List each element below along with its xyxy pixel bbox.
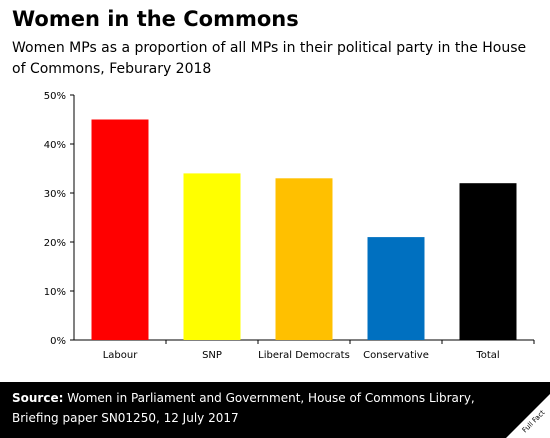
- source-text: Women in Parliament and Government, Hous…: [12, 391, 475, 425]
- chart-subtitle: Women MPs as a proportion of all MPs in …: [12, 40, 527, 77]
- x-tick-label: SNP: [202, 350, 222, 361]
- x-tick-label: Conservative: [363, 350, 429, 361]
- source-note: Source: Women in Parliament and Governme…: [12, 388, 482, 428]
- y-tick-label: 20%: [44, 238, 66, 249]
- bar-liberal-democrats: [275, 178, 333, 340]
- y-tick-label: 50%: [44, 91, 66, 102]
- y-axis-ticks: 0% 10% 20% 30% 40% 50%: [44, 91, 74, 347]
- bar-chart: 0% 10% 20% 30% 40% 50% Labour SNP Liberal Democ…: [44, 91, 535, 361]
- y-tick-label: 30%: [44, 189, 66, 200]
- bar-snp: [183, 173, 241, 340]
- bar-labour: [91, 119, 149, 340]
- bar-conservative: [367, 237, 425, 340]
- x-tick-label: Labour: [103, 350, 139, 361]
- source-label: Source:: [12, 391, 64, 405]
- source-footer: Source: Women in Parliament and Governme…: [0, 382, 550, 438]
- y-tick-label: 0%: [50, 336, 66, 347]
- y-tick-label: 40%: [44, 140, 66, 151]
- x-axis-labels: Labour SNP Liberal Democrats Conservative To…: [103, 340, 535, 361]
- x-tick-label: Liberal Democrats: [258, 350, 350, 361]
- full-fact-logo: Full Fact: [506, 394, 550, 438]
- bar-total: [459, 183, 517, 340]
- bars-group: [91, 119, 517, 340]
- page-title: Women in the Commons: [12, 7, 299, 31]
- x-tick-label: Total: [475, 350, 499, 361]
- y-tick-label: 10%: [44, 287, 66, 298]
